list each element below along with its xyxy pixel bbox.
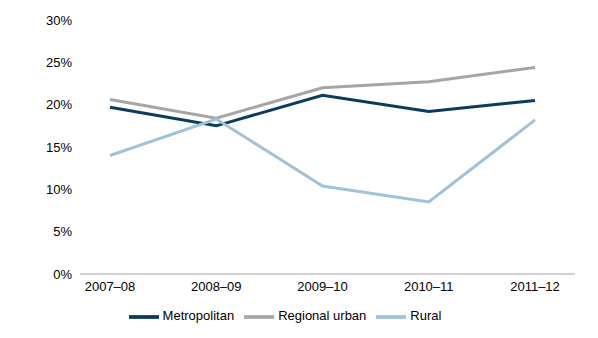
svg-text:2011–12: 2011–12: [510, 279, 560, 294]
svg-text:10%: 10%: [46, 182, 72, 197]
svg-text:2010–11: 2010–11: [404, 279, 454, 294]
svg-text:5%: 5%: [53, 224, 72, 239]
svg-text:2007–08: 2007–08: [85, 279, 136, 294]
html-text:Regional urban: Regional urban: [278, 308, 367, 324]
svg-text:20%: 20%: [46, 97, 72, 112]
svg-text:0%: 0%: [53, 267, 72, 282]
html-text:Rural: Rural: [410, 308, 442, 324]
svg-text:30%: 30%: [46, 13, 72, 28]
svg-text:2008–09: 2008–09: [191, 279, 242, 294]
svg-text:25%: 25%: [46, 55, 72, 70]
svg-text:15%: 15%: [46, 140, 72, 155]
svg-text:2009–10: 2009–10: [297, 279, 348, 294]
html-text:Metropolitan: Metropolitan: [162, 308, 235, 324]
